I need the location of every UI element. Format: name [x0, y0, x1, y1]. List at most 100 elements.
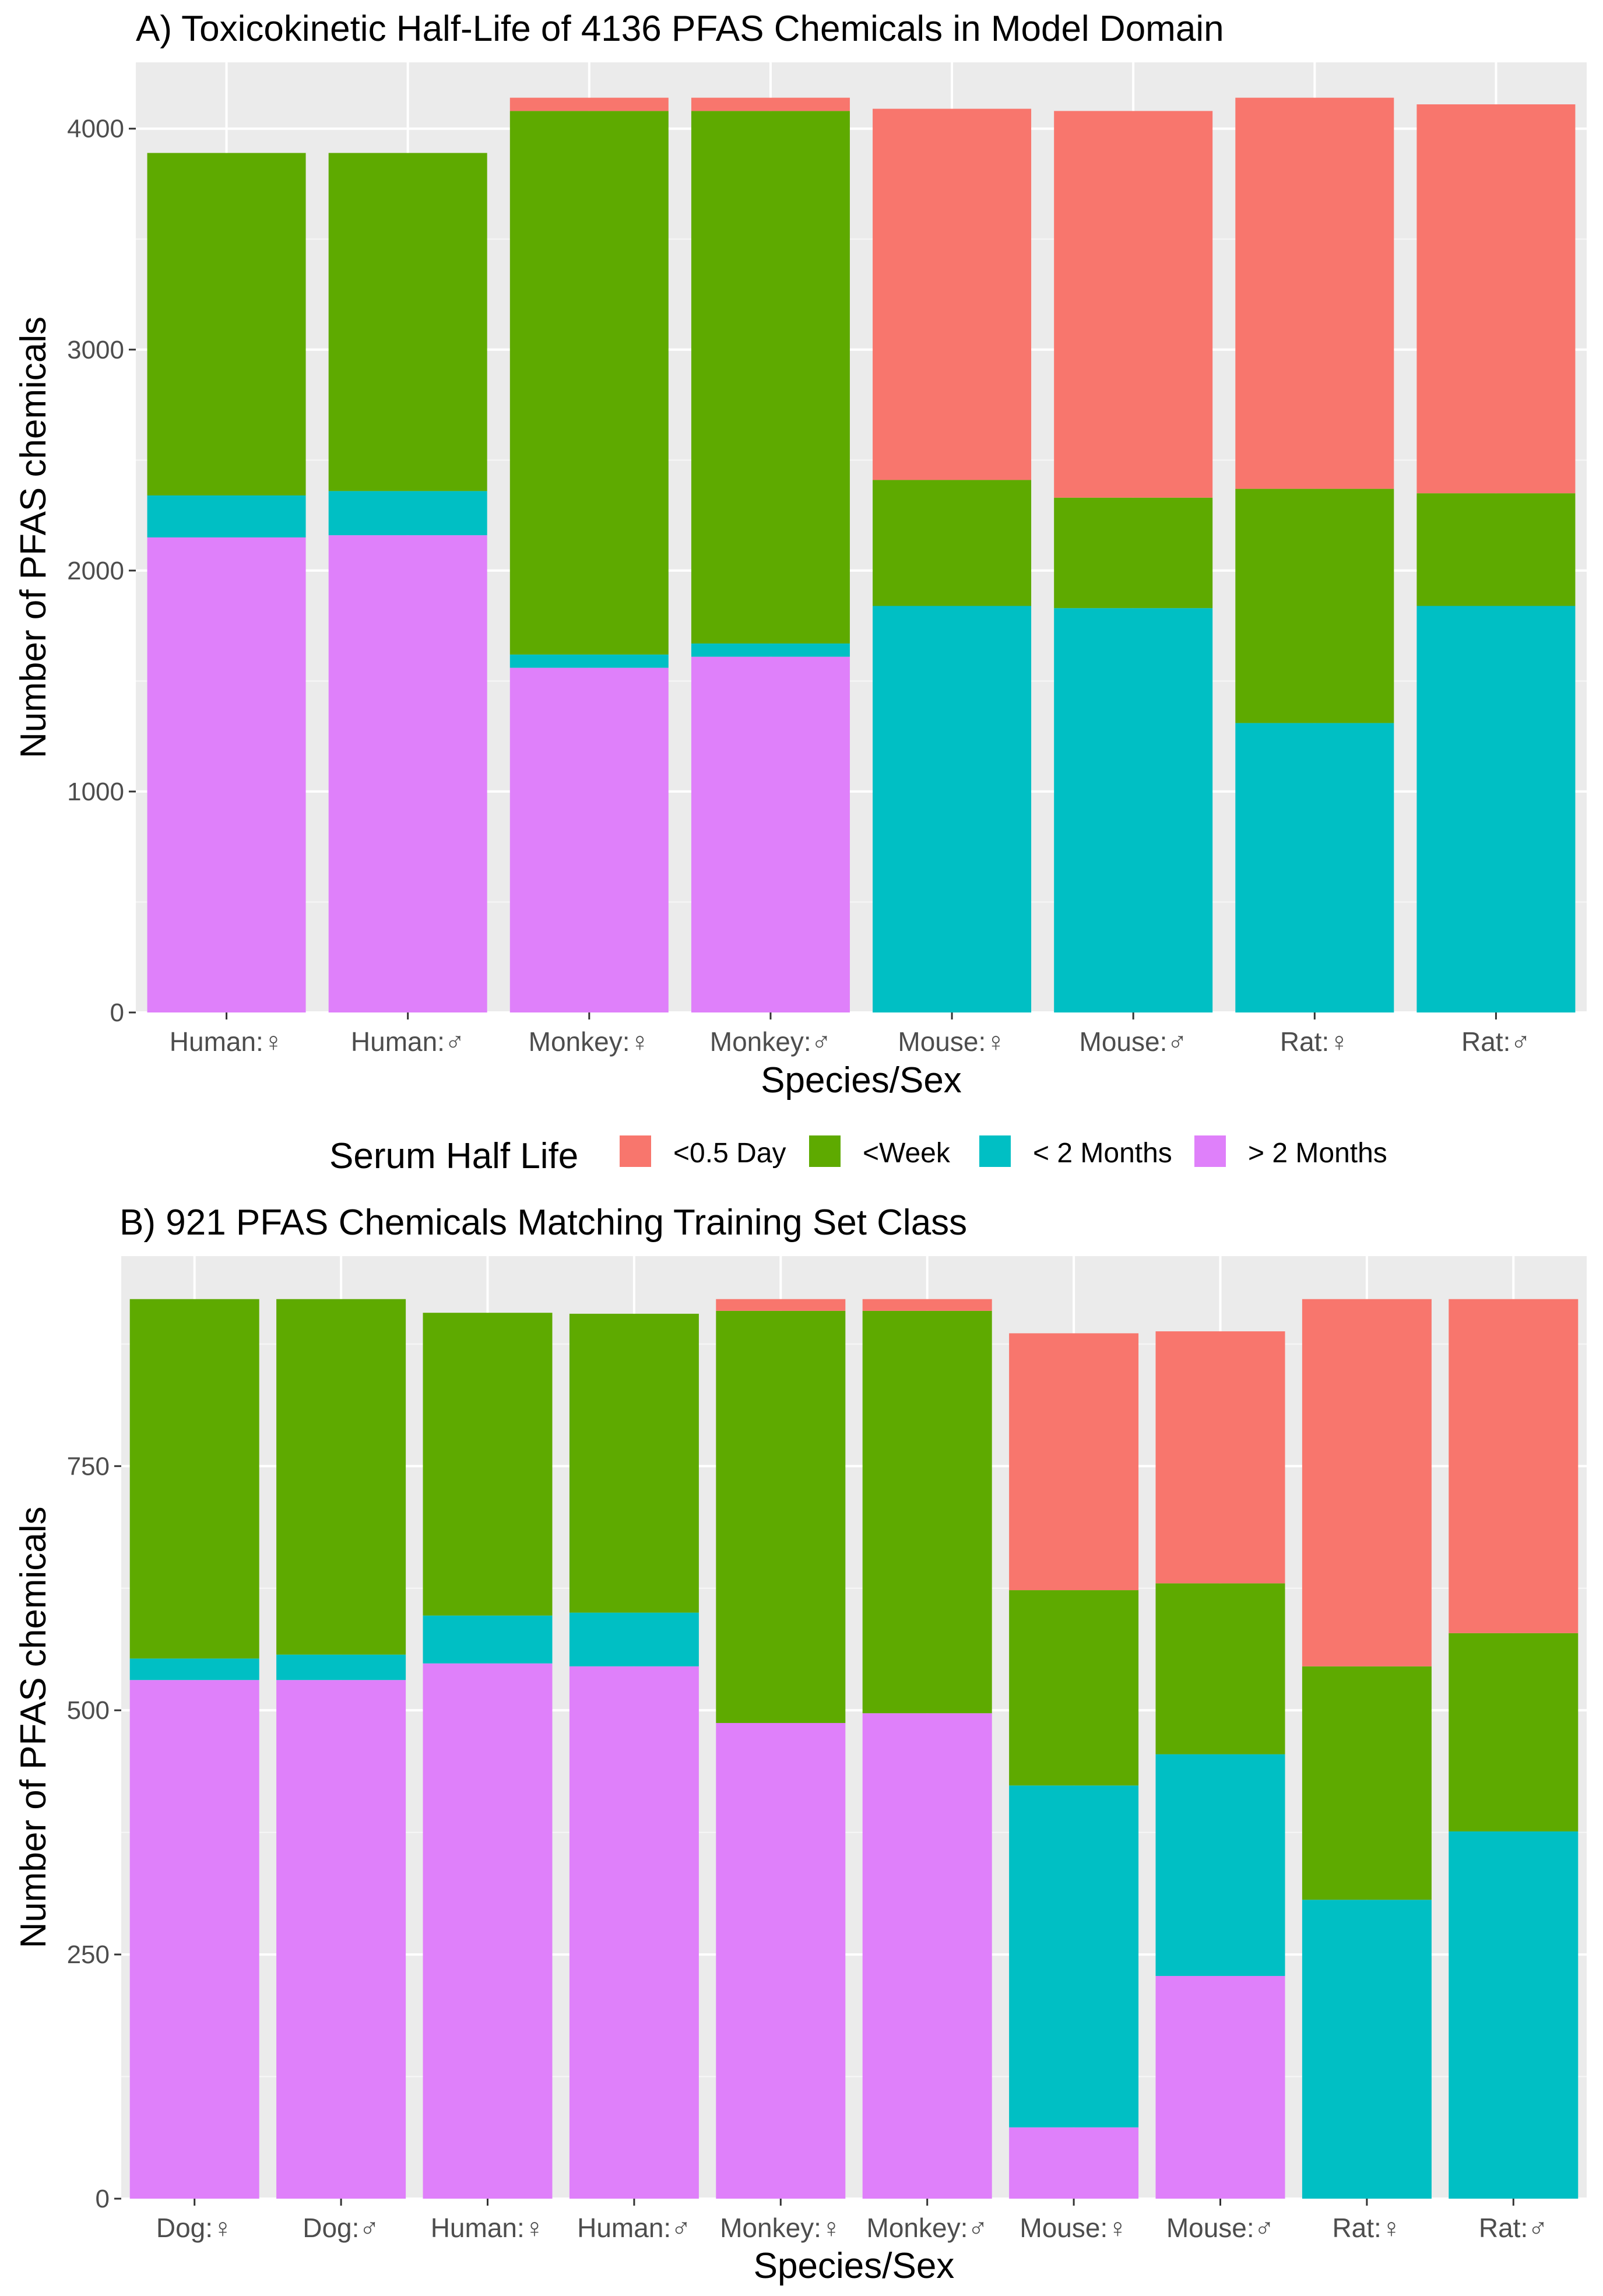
chart-a-x-tick-label: Rat:♂ — [1461, 1026, 1531, 1057]
chart-a-bar-segment — [328, 535, 487, 1012]
chart-b-bar-segment — [423, 1615, 553, 1664]
chart-b-bar-segment — [1155, 1583, 1285, 1754]
chart-b-bar-segment — [716, 1310, 846, 1723]
chart-a-bar-segment — [147, 153, 306, 495]
chart-a-bar-segment — [509, 654, 669, 668]
chart-b-bar-segment — [276, 1680, 406, 2199]
chart-b-x-tick-label: Mouse:♂ — [1166, 2213, 1274, 2243]
chart-b-bar-segment — [129, 1299, 259, 1659]
chart-b-bar-segment — [1449, 1831, 1579, 2199]
chart-b-x-tick-label: Human:♀ — [431, 2213, 545, 2243]
chart-a-bar-segment — [873, 480, 1032, 606]
chart-b-x-tick-label: Human:♂ — [577, 2213, 691, 2243]
chart-b-bar-segment — [1155, 1331, 1285, 1584]
chart-b-x-tick-label: Rat:♀ — [1332, 2213, 1401, 2243]
chart-a-bar-segment — [1416, 493, 1576, 606]
chart-b-bar-segment — [423, 1313, 553, 1616]
chart-a-bar-segment — [691, 656, 850, 1012]
chart-b-bar-segment — [569, 1612, 699, 1666]
chart-b-x-tick-label: Dog:♂ — [303, 2213, 379, 2243]
chart-b-x-tick-label: Monkey:♀ — [720, 2213, 841, 2243]
chart-b-bar-segment — [1302, 1299, 1432, 1666]
chart-a-x-tick-label: Monkey:♀ — [529, 1026, 650, 1057]
chart-a-bar-segment — [691, 111, 850, 644]
chart-a-bar-segment — [328, 153, 487, 491]
chart-b-bar-segment — [862, 1310, 992, 1714]
chart-a-title: A) Toxicokinetic Half-Life of 4136 PFAS … — [136, 9, 1224, 49]
chart-a-bar-segment — [1054, 497, 1213, 609]
chart-b-bar-segment — [129, 1680, 259, 2199]
chart-b-bar-segment — [1009, 1590, 1139, 1786]
chart-a-bar-segment — [328, 491, 487, 536]
chart-a-y-tick-label: 2000 — [67, 557, 124, 585]
chart-a-y-tick-label: 4000 — [67, 115, 124, 143]
chart-b-bar-segment — [423, 1663, 553, 2199]
chart-a-y-tick-label: 1000 — [67, 778, 124, 806]
chart-a-bar-segment — [873, 108, 1032, 480]
chart-a-x-tick-label: Mouse:♀ — [898, 1026, 1006, 1057]
chart-b-y-tick-label: 250 — [67, 1940, 110, 1969]
chart-b-bar-segment — [1449, 1299, 1579, 1633]
chart-b-title: B) 921 PFAS Chemicals Matching Training … — [119, 1203, 967, 1243]
chart-b-bar-segment — [276, 1299, 406, 1655]
chart-b-y-tick-label: 0 — [96, 2185, 110, 2213]
legend: Serum Half Life <0.5 Day <Week < 2 Months > … — [329, 1135, 1387, 1176]
chart-b-bar-segment — [276, 1654, 406, 1680]
chart-a-x-tick-label: Rat:♀ — [1280, 1026, 1349, 1057]
legend-key-2-months-swatch — [979, 1135, 1011, 1167]
chart-b-x-tick-label: Rat:♂ — [1479, 2213, 1548, 2243]
chart-b-bar-segment — [1155, 1975, 1285, 2199]
legend-key-0-5-day-swatch — [620, 1135, 651, 1167]
legend-title: Serum Half Life — [329, 1136, 578, 1176]
chart-a-y-axis-title: Number of PFAS chemicals — [13, 317, 54, 758]
chart-a-bar-segment — [509, 97, 669, 111]
chart-a-bar-segment — [1416, 606, 1576, 1012]
chart-a-bar-segment — [1235, 723, 1394, 1012]
chart-a-bar-segment — [691, 97, 850, 111]
chart-b-x-tick-label: Monkey:♂ — [867, 2213, 988, 2243]
chart-b-x-tick-label: Dog:♀ — [156, 2213, 233, 2243]
chart-b-bar-segment — [1449, 1633, 1579, 1831]
chart-a-bar-segment — [509, 111, 669, 655]
chart-b-bar-segment — [1009, 1333, 1139, 1591]
chart-a-bar-segment — [873, 606, 1032, 1012]
chart-a-bar-segment — [691, 643, 850, 657]
chart-b-y-tick-label: 500 — [67, 1696, 110, 1725]
chart-b-bar-segment — [1009, 1785, 1139, 2128]
legend-key-2-months-label: < 2 Months — [1033, 1138, 1172, 1169]
chart-a-bar-segment — [1235, 488, 1394, 723]
chart-b-y-tick-label: 750 — [67, 1452, 110, 1481]
chart-a-bar-segment — [1054, 608, 1213, 1012]
chart-b-bar-segment — [716, 1299, 846, 1311]
legend-key-2-months-swatch — [1194, 1135, 1226, 1167]
legend-key-week-swatch — [809, 1135, 841, 1167]
chart-a-y-tick-label: 3000 — [67, 336, 124, 364]
chart-a-x-tick-label: Mouse:♂ — [1080, 1026, 1187, 1057]
chart-b-bar-segment — [569, 1666, 699, 2199]
chart-a-bar-segment — [1235, 97, 1394, 489]
legend-key-2-months-label: > 2 Months — [1248, 1138, 1387, 1169]
chart-a-y-tick-label: 0 — [110, 998, 124, 1027]
chart-b-bar-segment — [1302, 1900, 1432, 2199]
chart-b-bar-segment — [129, 1658, 259, 1680]
chart-b-bar-segment — [1009, 2127, 1139, 2199]
chart-a-x-tick-label: Monkey:♂ — [710, 1026, 831, 1057]
chart-a-bar-segment — [1416, 104, 1576, 494]
chart-b-x-tick-label: Mouse:♀ — [1020, 2213, 1127, 2243]
chart-a: 0 1000 2000 3000 4000 Human:♀ Human:♂ Monkey:♀ M… — [13, 9, 1587, 1100]
chart-a-x-axis-title: Species/Sex — [761, 1060, 962, 1100]
chart-a-x-tick-label: Human:♀ — [170, 1026, 284, 1057]
chart-b-bar-segment — [1302, 1666, 1432, 1900]
chart-a-bar-segment — [147, 537, 306, 1012]
chart-a-bar-segment — [509, 667, 669, 1012]
chart-a-x-tick-label: Human:♂ — [351, 1026, 465, 1057]
legend-key-0-5-day-label: <0.5 Day — [673, 1138, 786, 1169]
chart-b-bar-segment — [716, 1722, 846, 2199]
chart-a-bar-segment — [1054, 111, 1213, 498]
chart-b-bar-segment — [569, 1313, 699, 1613]
chart-b-bar-segment — [862, 1299, 992, 1311]
chart-b: 0 250 500 750 Dog:♀ Dog:♂ Human:♀ Human:♂ Monkey… — [13, 1203, 1587, 2286]
chart-b-bar-segment — [1155, 1754, 1285, 1976]
legend-key-week-label: <Week — [863, 1138, 951, 1169]
